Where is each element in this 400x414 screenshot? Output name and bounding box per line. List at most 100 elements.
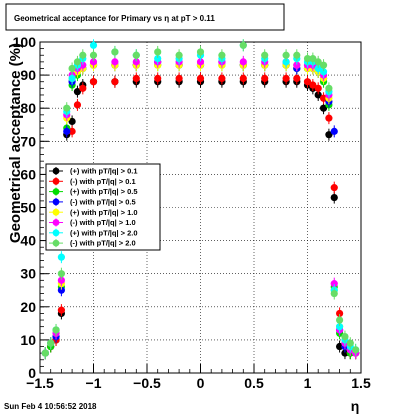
data-point (314, 91, 322, 99)
legend-marker (52, 188, 60, 196)
data-point (154, 54, 162, 63)
data-points (41, 39, 360, 360)
data-point (52, 326, 60, 334)
data-point (63, 127, 71, 135)
data-point (68, 74, 76, 83)
legend-label: (-) with pT/|q| > 1.0 (70, 218, 136, 227)
legend-entry: (+) with pT/|q| > 0.5 (49, 187, 138, 196)
data-point (325, 114, 333, 122)
legend-label: (-) with pT/|q| > 0.1 (70, 177, 136, 186)
legend: (+) with pT/|q| > 0.1(-) with pT/|q| > 0… (45, 163, 161, 251)
legend-marker (52, 239, 60, 247)
data-point (111, 78, 119, 86)
data-point (111, 48, 119, 56)
legend-entry: (-) with pT/|q| > 0.5 (49, 198, 136, 207)
data-point (57, 253, 65, 261)
y-tick-label: 30 (20, 266, 36, 282)
legend-label: (+) with pT/|q| > 0.1 (70, 167, 138, 176)
x-tick-label: 1 (304, 375, 312, 391)
data-point (336, 342, 344, 351)
legend-label: (+) with pT/|q| > 2.0 (70, 228, 138, 237)
data-point (330, 289, 338, 298)
y-tick-label: 50 (20, 200, 36, 216)
y-tick-label: 60 (20, 166, 36, 182)
data-point (218, 74, 226, 83)
legend-entry: (+) with pT/|q| > 0.1 (49, 167, 138, 176)
x-tick-label: −1 (86, 375, 102, 391)
y-tick-label: 100 (13, 34, 37, 50)
data-point (336, 323, 344, 331)
x-tick-label: 0.5 (244, 375, 264, 391)
data-point (68, 64, 76, 73)
data-point (341, 332, 349, 341)
legend-entry: (-) with pT/|q| > 2.0 (49, 239, 136, 248)
legend-entry: (-) with pT/|q| > 1.0 (49, 218, 136, 227)
legend-entry: (+) with pT/|q| > 2.0 (49, 228, 138, 237)
data-point (132, 51, 140, 59)
data-point (154, 48, 162, 56)
data-point (57, 270, 65, 278)
x-tick-labels: −1.5 −1 −0.5 0 0.5 1 1.5 (26, 375, 371, 391)
timestamp: Sun Feb 4 10:56:52 2018 (4, 402, 97, 411)
legend-label: (+) with pT/|q| > 0.5 (70, 187, 138, 196)
data-point (57, 286, 65, 294)
legend-label: (-) with pT/|q| > 0.5 (70, 198, 136, 207)
legend-marker (52, 208, 60, 216)
data-point (239, 41, 247, 49)
chart-title: Geometrical acceptance for Primary vs η … (14, 14, 215, 23)
y-tick-label: 80 (20, 100, 36, 116)
data-point (309, 54, 317, 63)
data-point (239, 74, 247, 83)
data-point (293, 51, 301, 59)
data-point (330, 127, 338, 135)
data-point (325, 84, 333, 92)
legend-marker (52, 167, 60, 175)
data-point (293, 74, 301, 83)
data-point (293, 61, 301, 69)
legend-marker (52, 198, 60, 206)
data-point (239, 58, 247, 66)
data-point (57, 276, 65, 284)
y-tick-label: 20 (20, 299, 36, 315)
data-point (196, 58, 205, 66)
y-tick-label: 70 (20, 133, 36, 149)
data-point (330, 184, 338, 192)
data-point (132, 58, 140, 66)
data-point (319, 94, 328, 102)
legend-entry: (+) with pT/|q| > 1.0 (49, 208, 138, 217)
data-point (63, 104, 71, 112)
legend-entry: (-) with pT/|q| > 0.1 (49, 177, 136, 186)
series-8 (41, 39, 360, 360)
data-point (303, 54, 312, 63)
data-point (330, 193, 338, 202)
data-point (282, 58, 290, 66)
data-point (314, 84, 322, 92)
data-point (89, 51, 98, 59)
data-point (68, 117, 76, 126)
data-point (73, 58, 82, 66)
legend-marker (52, 219, 60, 226)
data-point (132, 74, 140, 83)
data-point (346, 339, 354, 347)
data-point (73, 101, 82, 109)
y-tick-label: 0 (28, 365, 36, 381)
data-point (336, 316, 344, 324)
x-tick-label: 0 (197, 375, 205, 391)
data-point (352, 346, 360, 354)
legend-marker (52, 177, 60, 185)
y-tick-labels: 0 10 20 30 40 50 60 70 80 90 100 (13, 34, 37, 381)
y-tick-label: 90 (20, 67, 36, 83)
data-point (314, 64, 322, 73)
data-point (79, 61, 87, 69)
data-point (196, 48, 205, 56)
data-point (319, 104, 328, 112)
data-point (89, 41, 98, 49)
y-axis-title: Geometrical acceptance (%) (7, 43, 24, 243)
y-tick-label: 40 (20, 233, 36, 249)
data-point (175, 74, 183, 83)
data-point (196, 74, 205, 83)
title-box: Geometrical acceptance for Primary vs η … (5, 3, 285, 31)
data-point (73, 88, 82, 96)
data-point (319, 61, 328, 69)
data-point (341, 349, 349, 357)
